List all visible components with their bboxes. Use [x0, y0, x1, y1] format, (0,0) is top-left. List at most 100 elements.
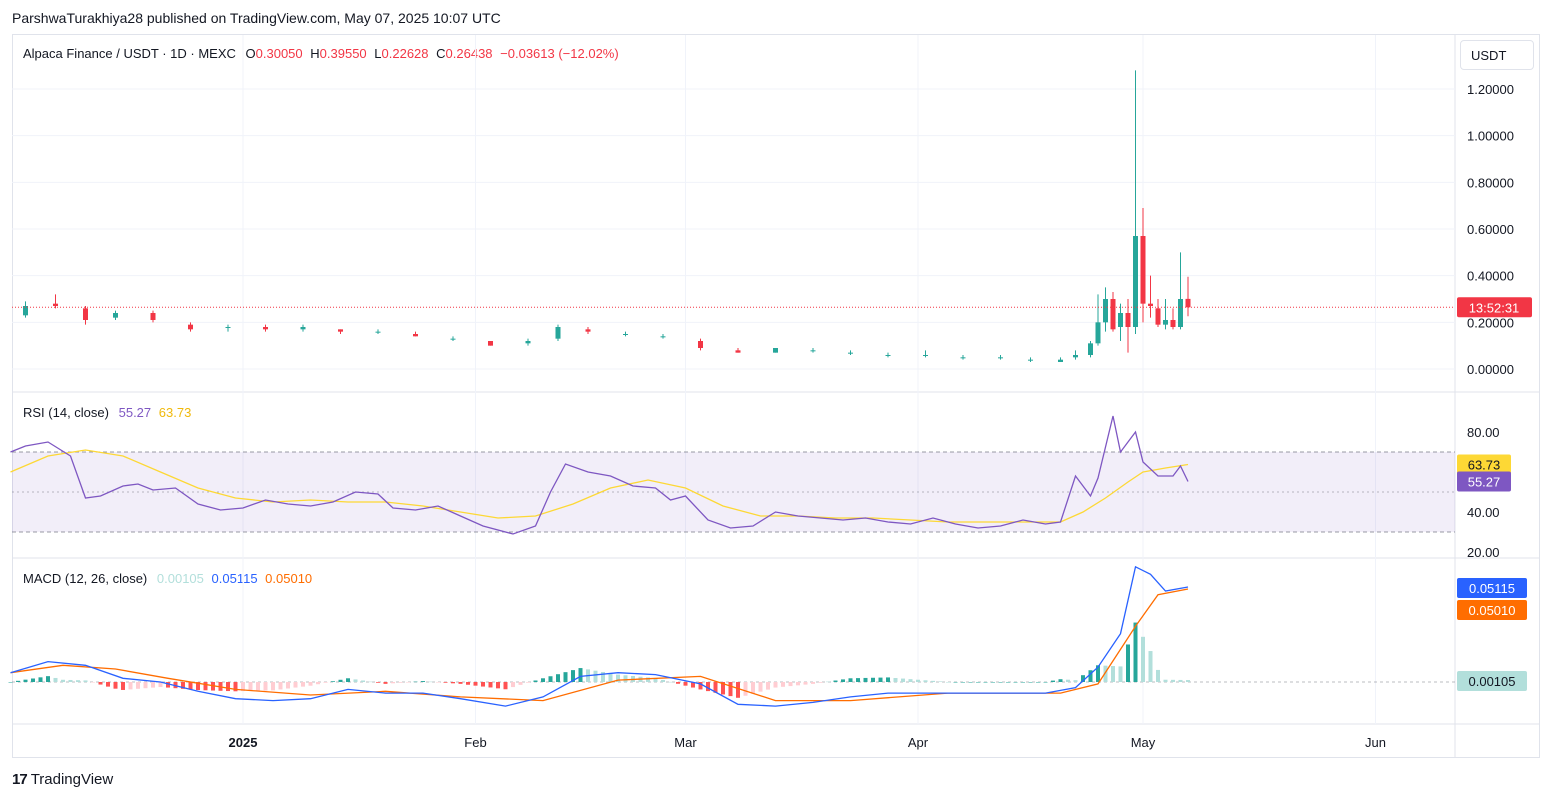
macd-histogram-bar	[961, 682, 965, 683]
candle-body	[1028, 359, 1033, 361]
macd-histogram-bar	[743, 682, 748, 696]
price-legend: Alpaca Finance / USDT · 1D · MEXC O0.300…	[23, 46, 619, 61]
macd-histogram-bar	[428, 681, 433, 683]
footer-brand[interactable]: 17 TradingView	[12, 771, 113, 788]
macd-histogram-bar	[503, 682, 508, 690]
y-tick-label: 0.60000	[1467, 222, 1514, 237]
macd-histogram-bar	[848, 678, 853, 682]
candle-body	[263, 327, 268, 330]
macd-histogram-bar	[721, 682, 725, 695]
macd-histogram-bar	[256, 682, 260, 691]
macd-histogram-bar	[668, 681, 673, 683]
macd-histogram-bar	[68, 679, 73, 682]
macd-histogram-bar	[451, 682, 455, 684]
macd-histogram-bar	[413, 681, 418, 683]
macd-histogram-bar	[541, 678, 545, 682]
candle-body	[998, 357, 1003, 359]
candle-body	[1133, 236, 1138, 327]
rsi-badge	[1457, 471, 1511, 492]
rsi-ma-badge	[1457, 454, 1511, 475]
macd-histogram-bar	[578, 668, 583, 682]
candle-body	[848, 352, 853, 354]
y-tick-label: 1.00000	[1467, 129, 1514, 144]
macd-histogram-bar	[278, 682, 283, 690]
countdown-label: 13:52:31	[1469, 300, 1520, 315]
signal-badge-label: 0.05010	[1469, 603, 1516, 618]
macd-histogram-bar	[1103, 665, 1108, 682]
macd-histogram-bar	[751, 682, 755, 694]
macd-histogram-bar	[61, 679, 65, 682]
footer-brand-text: TradingView	[30, 771, 114, 788]
macd-histogram-bar	[316, 682, 320, 685]
macd-histogram-bar	[893, 677, 898, 682]
low-value: 0.22628	[381, 46, 429, 61]
macd-histogram-bar	[886, 677, 890, 682]
candles-layer	[23, 70, 1191, 362]
macd-histogram-bar	[758, 682, 763, 692]
macd-histogram-bar	[1073, 680, 1078, 682]
hist-badge	[1457, 671, 1527, 691]
macd-histogram-bar	[1133, 622, 1138, 682]
x-tick-label: Feb	[464, 735, 486, 750]
candle-body	[1163, 320, 1168, 325]
rsi-title: RSI (14, close)	[23, 405, 109, 420]
macd-histogram-bar	[736, 682, 740, 698]
macd-histogram-bar	[31, 678, 35, 682]
open-label: O	[245, 46, 256, 61]
macd-histogram-bar	[556, 674, 560, 682]
candle-body	[525, 341, 531, 344]
macd-layer	[8, 565, 1455, 707]
candle-body	[623, 334, 628, 335]
macd-line	[10, 565, 1189, 707]
candle-body	[23, 306, 28, 316]
rsi-ma-badge-label: 63.73	[1468, 458, 1501, 473]
high-value: 0.39550	[319, 46, 367, 61]
macd-histogram-bar	[1043, 682, 1048, 683]
macd-histogram-bar	[826, 681, 830, 683]
candle-body	[1118, 313, 1123, 327]
macd-histogram-bar	[376, 682, 380, 683]
macd-histogram-bar	[383, 682, 388, 684]
candle-body	[923, 355, 928, 356]
macd-histogram-bar	[983, 682, 988, 683]
macd-histogram-bar	[53, 677, 58, 682]
macd-histogram-bar	[248, 682, 253, 691]
macd-histogram-bar	[233, 682, 238, 692]
macd-histogram-bar	[166, 682, 170, 688]
macd-histogram-bar	[796, 682, 800, 686]
candle-body	[1140, 236, 1146, 304]
macd-histogram-bar	[226, 682, 230, 692]
macd-histogram-bar	[953, 682, 958, 683]
rsi-legend: RSI (14, close) 55.27 63.73	[23, 405, 191, 420]
candle-body	[698, 341, 703, 348]
macd-histogram-bar	[1156, 669, 1160, 682]
x-tick-label: Mar	[674, 735, 697, 750]
macd-histogram-bar	[818, 682, 823, 683]
rsi-tick-label: 20.00	[1467, 545, 1500, 560]
macd-histogram-bar	[158, 682, 163, 688]
macd-histogram-bar	[391, 682, 395, 684]
currency-button[interactable]: USDT	[1460, 40, 1534, 70]
macd-histogram-bar	[811, 682, 815, 684]
candle-body	[1148, 303, 1153, 306]
macd-histogram-bar	[128, 682, 133, 690]
chart-frame	[12, 34, 1540, 758]
close-label: C	[436, 46, 446, 61]
macd-histogram-bar	[241, 682, 245, 692]
macd-signal-line	[10, 588, 1189, 702]
macd-histogram-bar	[998, 682, 1003, 683]
candle-body	[735, 350, 741, 353]
macd-histogram-bar	[1028, 682, 1033, 683]
macd-histogram-bar	[803, 682, 808, 685]
hist-badge-label: 0.00105	[1469, 674, 1516, 689]
macd-histogram-bar	[833, 680, 838, 682]
macd-histogram-bar	[653, 678, 658, 682]
macd-histogram-bar	[188, 682, 193, 690]
macd-histogram-bar	[353, 679, 358, 682]
macd-histogram-bar	[76, 680, 80, 682]
macd-histogram-bar	[691, 682, 695, 688]
macd-histogram-bar	[1006, 682, 1010, 683]
macd-histogram-bar	[151, 682, 155, 688]
macd-line-value: 0.05115	[211, 571, 258, 586]
